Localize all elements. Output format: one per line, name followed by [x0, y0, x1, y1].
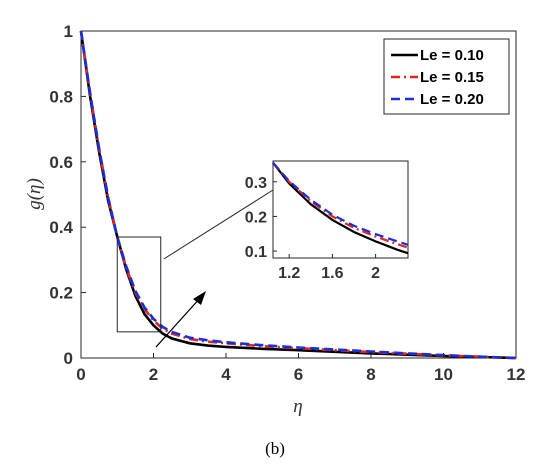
inset-y-tick-label: 0.3 — [245, 175, 267, 192]
zoom-indicator — [116, 189, 274, 348]
x-tick-label: 12 — [507, 365, 526, 384]
inset-y-tick-label: 0.2 — [245, 209, 267, 226]
trend-arrow-shaft — [155, 296, 202, 348]
inset-series-line-2 — [272, 161, 409, 249]
x-tick-label: 10 — [434, 365, 453, 384]
inset-axis-ticks: 1.2 1.6 2 0.1 0.2 0.3 — [245, 175, 380, 282]
inset-area — [272, 160, 409, 259]
legend-label-2: Le = 0.15 — [420, 69, 484, 86]
inset-plot: 1.2 1.6 2 0.1 0.2 0.3 — [245, 160, 409, 282]
y-tick-label: 0 — [64, 349, 73, 368]
inset-series-line-3 — [272, 161, 409, 246]
series-line-3 — [79, 30, 517, 360]
y-axis-ticks: 0 0.2 0.4 0.6 0.8 1 — [49, 22, 86, 368]
x-axis-label: η — [293, 396, 302, 417]
x-axis-ticks: 0 2 4 6 8 10 12 — [76, 353, 525, 384]
zoom-region-box — [116, 236, 162, 333]
y-tick-label: 0.2 — [49, 284, 73, 303]
y-tick-label: 0.6 — [49, 153, 73, 172]
y-tick-label: 1 — [64, 22, 73, 41]
y-tick-label: 0.4 — [49, 218, 73, 237]
zoom-connector-line — [163, 189, 274, 260]
legend-label-1: Le = 0.10 — [420, 47, 484, 64]
x-tick-label: 0 — [76, 365, 85, 384]
figure-caption: (b) — [265, 439, 285, 458]
y-axis-label: g(η) — [24, 178, 45, 210]
inset-x-tick-label: 1.6 — [321, 265, 343, 282]
legend-items: Le = 0.10 Le = 0.15 Le = 0.20 — [391, 47, 484, 108]
y-tick-label: 0.8 — [49, 87, 73, 106]
inset-series-line-1 — [272, 162, 409, 255]
inset-y-tick-label: 0.1 — [245, 244, 267, 261]
trend-arrow-head — [193, 291, 206, 305]
legend-label-3: Le = 0.20 — [420, 91, 484, 108]
series-lines — [79, 30, 517, 360]
x-tick-label: 6 — [294, 365, 303, 384]
x-tick-label: 8 — [366, 365, 375, 384]
inset-series-lines — [272, 161, 409, 255]
legend: Le = 0.10 Le = 0.15 Le = 0.20 — [383, 38, 510, 115]
x-tick-label: 4 — [221, 365, 231, 384]
inset-x-tick-label: 1.2 — [278, 265, 300, 282]
inset-x-tick-label: 2 — [371, 265, 380, 282]
x-tick-label: 2 — [149, 365, 158, 384]
